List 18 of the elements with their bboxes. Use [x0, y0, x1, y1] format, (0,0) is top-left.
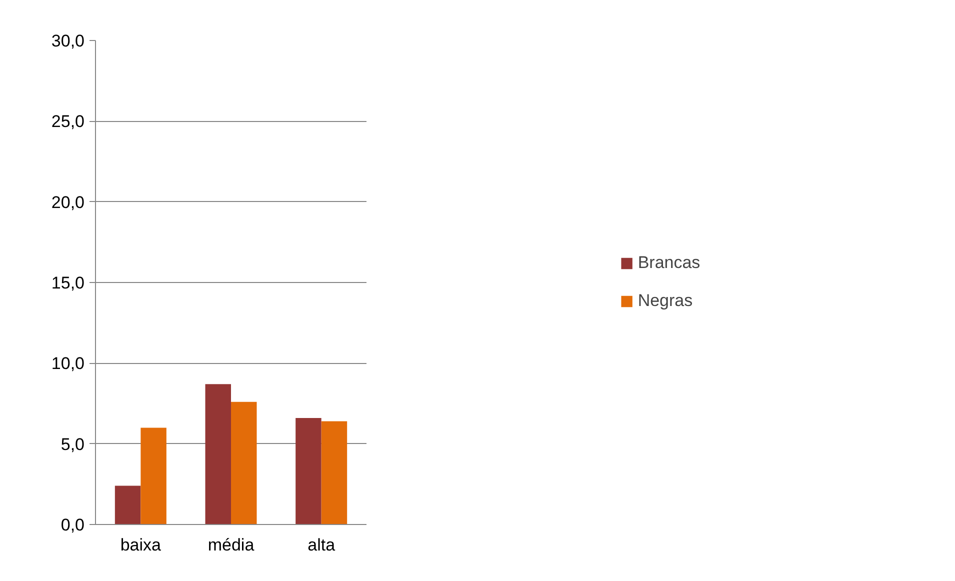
y-tick-label: 0,0	[60, 516, 85, 534]
bar	[140, 428, 166, 524]
y-tick-label: 20,0	[51, 192, 85, 212]
y-tick-label: 15,0	[51, 274, 85, 292]
x-tick-label: alta	[308, 536, 336, 554]
y-tick-label: 10,0	[51, 354, 85, 374]
y-tick-label: 5,0	[60, 434, 85, 454]
bar	[205, 384, 231, 524]
bar	[296, 418, 322, 524]
bar	[321, 421, 348, 524]
x-tick-label: média	[208, 536, 255, 554]
legend-label: Brancas	[638, 253, 700, 273]
bar	[231, 402, 257, 524]
bar	[114, 486, 141, 524]
legend-label: Negras	[638, 291, 693, 311]
y-tick-label: 30,0	[51, 32, 85, 50]
y-tick-label: 25,0	[51, 112, 85, 132]
x-tick-label: baixa	[120, 536, 162, 554]
